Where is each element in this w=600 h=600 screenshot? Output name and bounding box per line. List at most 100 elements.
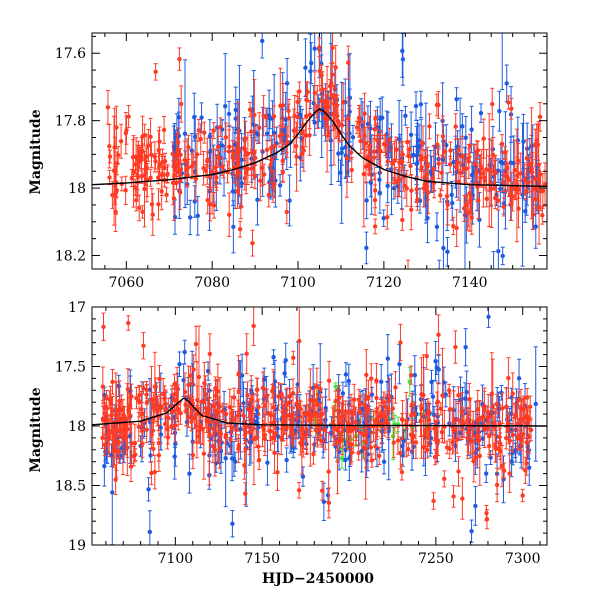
data-point bbox=[483, 471, 489, 476]
data-point bbox=[390, 161, 395, 166]
data-point bbox=[333, 65, 338, 70]
data-point bbox=[223, 135, 229, 140]
data-point bbox=[454, 169, 459, 175]
data-point bbox=[363, 140, 369, 146]
data-point bbox=[419, 164, 424, 170]
data-point bbox=[469, 215, 474, 220]
data-point bbox=[142, 186, 147, 192]
data-point bbox=[429, 379, 434, 385]
data-point bbox=[303, 65, 308, 70]
data-point bbox=[451, 223, 456, 229]
data-point bbox=[211, 203, 217, 208]
data-point bbox=[396, 137, 402, 142]
data-point bbox=[540, 213, 545, 218]
data-point bbox=[458, 170, 463, 175]
data-point bbox=[386, 398, 392, 404]
data-point bbox=[400, 417, 405, 423]
data-point bbox=[319, 73, 324, 78]
data-point bbox=[147, 529, 153, 535]
data-point bbox=[272, 143, 278, 149]
data-point bbox=[312, 120, 317, 125]
data-point bbox=[321, 499, 327, 505]
data-point bbox=[400, 57, 406, 62]
data-point bbox=[445, 249, 450, 255]
data-point bbox=[349, 167, 354, 173]
data-point bbox=[400, 152, 405, 157]
plot-area bbox=[92, 33, 547, 269]
data-point bbox=[434, 224, 440, 230]
data-point bbox=[333, 384, 338, 389]
data-point bbox=[510, 391, 515, 396]
data-point bbox=[509, 106, 514, 111]
data-point bbox=[368, 445, 374, 450]
data-point bbox=[439, 170, 444, 176]
data-point bbox=[149, 397, 154, 403]
data-point bbox=[304, 97, 309, 103]
data-point bbox=[338, 170, 343, 175]
data-point bbox=[500, 253, 505, 259]
data-point bbox=[287, 198, 292, 203]
data-point bbox=[372, 155, 377, 160]
data-point bbox=[335, 118, 341, 124]
data-point bbox=[223, 456, 228, 461]
data-point bbox=[416, 138, 422, 143]
data-point bbox=[533, 224, 538, 229]
data-point bbox=[235, 189, 240, 194]
data-point bbox=[153, 69, 158, 75]
data-point bbox=[377, 116, 383, 121]
data-point bbox=[454, 96, 459, 102]
y-tick-label: 18.2 bbox=[55, 249, 86, 265]
data-point bbox=[408, 163, 413, 169]
data-point bbox=[506, 100, 511, 105]
data-point bbox=[529, 169, 535, 175]
data-point bbox=[177, 56, 182, 62]
data-point bbox=[346, 116, 351, 121]
data-point bbox=[448, 148, 453, 153]
data-point bbox=[293, 143, 299, 149]
data-point bbox=[501, 179, 506, 185]
data-point bbox=[383, 404, 389, 410]
data-point bbox=[113, 209, 118, 215]
data-point bbox=[239, 373, 245, 378]
data-point bbox=[466, 159, 472, 164]
data-point bbox=[373, 115, 378, 121]
data-point bbox=[231, 456, 237, 462]
data-point bbox=[361, 171, 367, 177]
data-point bbox=[231, 151, 236, 157]
data-point bbox=[390, 406, 395, 411]
y-tick-label: 18 bbox=[68, 181, 86, 197]
data-point bbox=[139, 173, 145, 179]
data-point bbox=[265, 460, 270, 465]
data-point bbox=[271, 114, 277, 119]
data-point bbox=[377, 190, 383, 196]
data-point bbox=[157, 376, 162, 382]
data-point bbox=[350, 135, 356, 140]
data-point bbox=[269, 145, 274, 151]
data-point bbox=[215, 144, 221, 149]
data-point bbox=[385, 159, 390, 164]
data-point bbox=[373, 188, 378, 193]
data-point bbox=[368, 180, 374, 186]
data-point bbox=[284, 209, 290, 215]
data-point bbox=[524, 156, 530, 161]
data-point bbox=[500, 406, 505, 411]
data-point bbox=[260, 38, 265, 44]
data-point bbox=[183, 402, 188, 407]
data-point bbox=[461, 206, 467, 211]
data-point bbox=[191, 161, 196, 166]
data-point bbox=[441, 245, 446, 251]
x-tick-label: 7100 bbox=[280, 275, 316, 291]
data-point bbox=[495, 198, 501, 203]
data-point bbox=[422, 182, 427, 187]
data-point bbox=[291, 128, 297, 133]
data-point bbox=[413, 103, 419, 109]
data-point bbox=[277, 133, 283, 139]
data-point bbox=[312, 90, 317, 96]
data-point bbox=[385, 356, 390, 361]
data-point bbox=[526, 434, 532, 439]
data-point bbox=[414, 187, 419, 192]
data-point bbox=[292, 113, 297, 119]
data-point bbox=[464, 389, 469, 395]
data-point bbox=[463, 202, 469, 208]
data-point bbox=[255, 425, 261, 430]
